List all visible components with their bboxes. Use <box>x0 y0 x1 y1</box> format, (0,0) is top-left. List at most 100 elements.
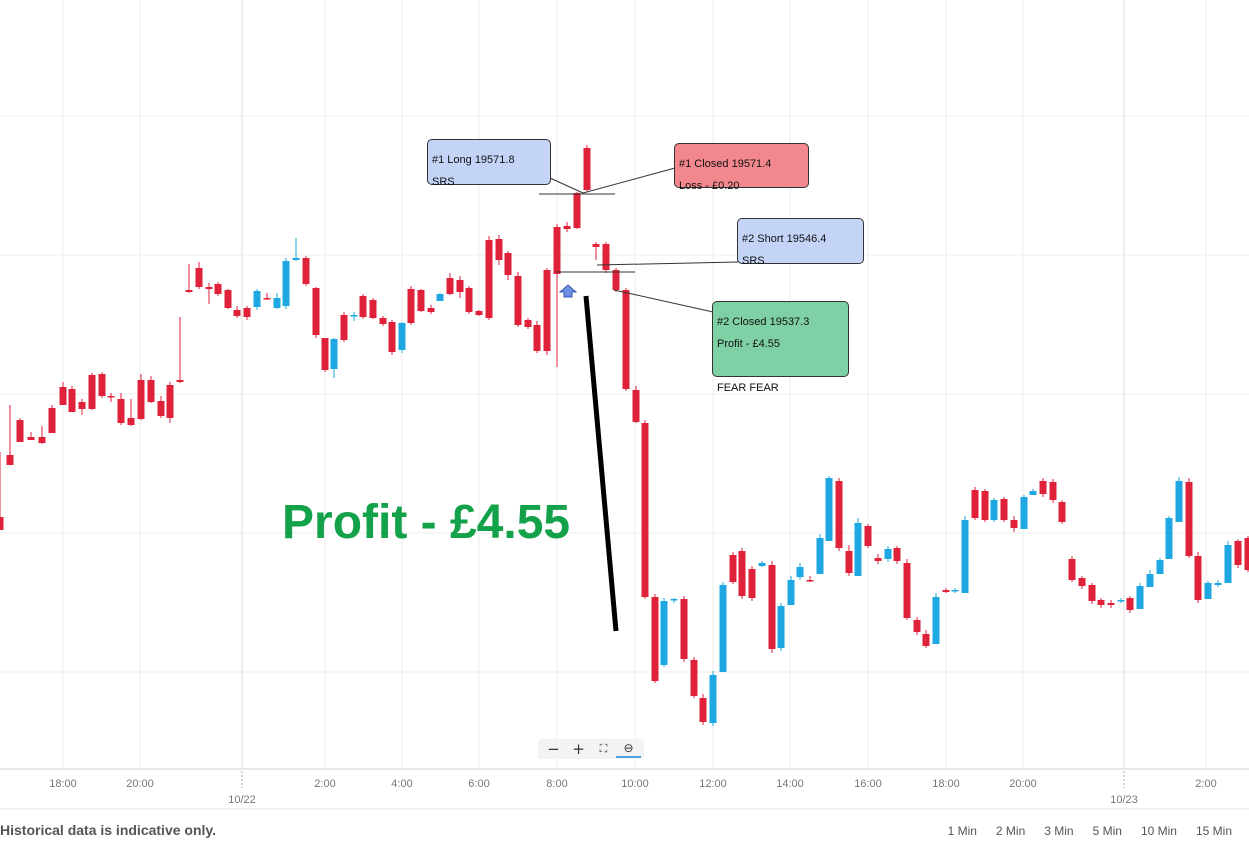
candle-body <box>195 268 203 287</box>
candle-body <box>185 290 193 292</box>
x-tick-label: 18:00 <box>49 778 77 790</box>
candle-body <box>602 244 610 270</box>
candle-body <box>446 278 454 294</box>
x-tick-label: 6:00 <box>468 778 489 790</box>
timeframe-1-min[interactable]: 1 Min <box>947 824 977 838</box>
candle-body <box>670 599 678 601</box>
candle-body <box>302 258 310 284</box>
candle-body <box>835 481 843 548</box>
candle-body <box>854 523 862 576</box>
candle-body <box>1136 586 1144 609</box>
timeframe-selector: 1 Min 2 Min 3 Min 5 Min 10 Min 15 Min <box>929 824 1232 838</box>
candle-body <box>660 601 668 665</box>
trade-1-long-annotation: #1 Long 19571.8 SRS <box>427 139 551 188</box>
candle-body <box>166 385 174 418</box>
candle-body <box>1165 518 1173 559</box>
fit-screen-icon[interactable]: ⛶ <box>599 742 608 755</box>
x-tick-label: 2:00 <box>314 778 335 790</box>
candle-body <box>127 418 135 425</box>
candle-body <box>369 300 377 318</box>
candle-body <box>913 620 921 632</box>
candle-body <box>690 660 698 696</box>
candle-body <box>321 338 329 370</box>
candle-body <box>1175 481 1183 522</box>
candle-body <box>651 597 659 681</box>
timeframe-10-min[interactable]: 10 Min <box>1140 824 1177 838</box>
reset-zoom-icon[interactable]: ⊖ <box>616 740 641 758</box>
candle-body <box>379 318 387 324</box>
candle-body <box>107 396 115 398</box>
trade-2-closed-annotation: #2 Closed 19537.3 Profit - £4.55 ​ FEAR … <box>712 301 849 394</box>
candle-body <box>738 551 746 596</box>
timeframe-2-min[interactable]: 2 Min <box>995 824 1026 838</box>
candle-body <box>893 548 901 561</box>
candle-body <box>864 526 872 546</box>
x-tick-label: 4:00 <box>391 778 412 790</box>
timeframe-5-min[interactable]: 5 Min <box>1092 824 1122 838</box>
candle-body <box>1117 600 1125 602</box>
candle-body <box>533 325 541 351</box>
x-tick-label: 20:00 <box>126 778 154 790</box>
candle-body <box>768 565 776 649</box>
x-tick-label: 14:00 <box>776 778 804 790</box>
candle-body <box>1107 603 1115 605</box>
candle-body <box>1010 520 1018 528</box>
timeframe-15-min[interactable]: 15 Min <box>1195 824 1232 838</box>
candle-body <box>1029 491 1037 495</box>
candle-body <box>1156 560 1164 574</box>
candle-body <box>456 280 464 292</box>
price-chart[interactable]: 18:00 20:00 2:00 4:00 6:00 8:00 10:00 12:00 14:0… <box>0 0 1249 810</box>
candle-body <box>1020 497 1028 529</box>
candle-body <box>922 634 930 646</box>
candle-body <box>1039 481 1047 494</box>
annotation-line: FEAR FEAR <box>717 382 779 394</box>
annotation-pointer <box>582 167 676 194</box>
annotation-line: Profit - £4.55 <box>717 338 780 350</box>
zoom-controls: − + ⛶ ⊖ <box>538 739 644 759</box>
candle-body <box>340 315 348 340</box>
candle-body <box>292 258 300 260</box>
zoom-out-icon[interactable]: − <box>547 740 560 758</box>
candle-body <box>27 437 35 440</box>
candle-body <box>990 500 998 520</box>
candle-body <box>436 294 444 301</box>
candle-body <box>359 296 367 317</box>
candle-body <box>680 599 688 659</box>
candle-body <box>427 308 435 312</box>
candle-body <box>1000 499 1008 520</box>
candle-body <box>825 478 833 541</box>
candle-body <box>524 320 532 327</box>
x-tick-label: 18:00 <box>932 778 960 790</box>
candle-body <box>1204 583 1212 599</box>
annotation-line: #1 Long 19571.8 <box>432 154 515 166</box>
candle-body <box>6 455 14 465</box>
candle-body <box>224 290 232 308</box>
zoom-in-icon[interactable]: + <box>572 740 585 758</box>
candle-body <box>612 270 620 290</box>
candle-body <box>719 585 727 672</box>
date-label: 10/22 <box>228 794 256 806</box>
candle-body <box>350 315 358 317</box>
candle-body <box>729 555 737 582</box>
candle-body <box>417 290 425 311</box>
candle-body <box>388 322 396 352</box>
candle-body <box>485 240 493 318</box>
candle-body <box>583 148 591 190</box>
candle-body <box>1088 585 1096 601</box>
candle-body <box>98 374 106 396</box>
profit-label: Profit - £4.55 <box>282 496 571 549</box>
candle-body <box>592 244 600 247</box>
annotation-pointer <box>596 261 739 266</box>
annotation-line: SRS <box>432 176 455 188</box>
candle-body <box>641 423 649 597</box>
candle-body <box>903 563 911 618</box>
timeframe-3-min[interactable]: 3 Min <box>1044 824 1074 838</box>
x-tick-label: 16:00 <box>854 778 882 790</box>
candle-body <box>253 291 261 307</box>
candle-body <box>117 399 125 423</box>
candle-body <box>243 308 251 317</box>
candle-body <box>214 284 222 294</box>
candle-body <box>68 389 76 412</box>
candle-body <box>475 311 483 315</box>
candle-body <box>330 339 338 369</box>
